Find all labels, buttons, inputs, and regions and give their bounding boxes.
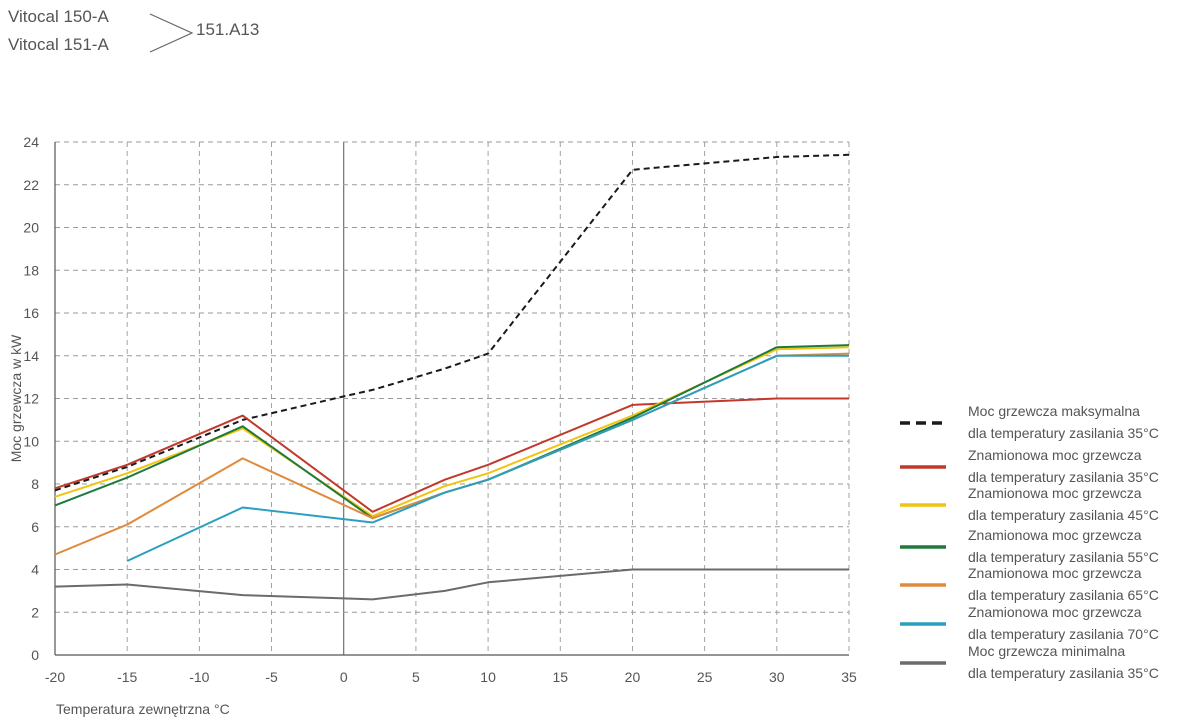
x-tick-label: 20	[625, 669, 641, 685]
bracket-icon	[149, 13, 194, 53]
x-tick-label: -10	[189, 669, 209, 685]
legend-label-7-line2: dla temperatury zasilania 35°C	[968, 665, 1159, 681]
x-tick-label: -5	[265, 669, 278, 685]
y-tick-label: 16	[23, 305, 39, 321]
legend-label-2-line1: Znamionowa moc grzewcza	[968, 447, 1142, 463]
series-line-1	[54, 153, 850, 492]
x-tick-label: -20	[45, 669, 65, 685]
series-line-2	[54, 397, 849, 513]
y-tick-label: 2	[31, 604, 39, 620]
legend-label-7-line1: Moc grzewcza minimalna	[968, 643, 1125, 659]
x-axis-label: Temperatura zewnętrzna °C	[56, 701, 230, 717]
y-tick-label: 0	[31, 647, 39, 663]
y-tick-label: 12	[23, 391, 39, 407]
y-tick-label: 14	[23, 348, 39, 364]
legend-label-4-line2: dla temperatury zasilania 55°C	[968, 549, 1159, 565]
model-code: 151.A13	[196, 20, 260, 39]
x-tick-label: 35	[841, 669, 857, 685]
x-tick-label: 25	[697, 669, 713, 685]
y-tick-label: 10	[23, 433, 39, 449]
series-line-7	[54, 568, 849, 601]
x-tick-label: 30	[769, 669, 785, 685]
legend-label-6-line2: dla temperatury zasilania 70°C	[968, 626, 1159, 642]
series-line-4	[54, 344, 850, 520]
y-tick-label: 20	[23, 220, 39, 236]
y-axis-label: Moc grzewcza w kW	[8, 334, 24, 462]
model-name-1: Vitocal 150-A	[8, 7, 109, 26]
legend-label-5-line2: dla temperatury zasilania 65°C	[968, 587, 1159, 603]
model-header: Vitocal 150-A Vitocal 151-A 151.A13	[8, 4, 308, 60]
legend-label-5-line1: Znamionowa moc grzewcza	[968, 565, 1142, 581]
x-tick-label: 10	[480, 669, 496, 685]
y-tick-label: 6	[31, 519, 39, 535]
series-line-6	[126, 354, 849, 562]
x-tick-label: 15	[552, 669, 568, 685]
y-tick-label: 18	[23, 262, 39, 278]
y-tick-label: 22	[23, 177, 39, 193]
legend-label-4-line1: Znamionowa moc grzewcza	[968, 527, 1142, 543]
x-tick-label: 5	[412, 669, 420, 685]
legend-label-3-line2: dla temperatury zasilania 45°C	[968, 507, 1159, 523]
y-tick-label: 8	[31, 476, 39, 492]
legend-label-1-line1: Moc grzewcza maksymalna	[968, 403, 1140, 419]
legend-label-2-line2: dla temperatury zasilania 35°C	[968, 469, 1159, 485]
model-name-2: Vitocal 151-A	[8, 35, 109, 54]
x-tick-label: 0	[340, 669, 348, 685]
legend-label-1-line2: dla temperatury zasilania 35°C	[968, 425, 1159, 441]
x-tick-label: -15	[117, 669, 137, 685]
y-tick-label: 24	[23, 134, 39, 150]
legend-label-6-line1: Znamionowa moc grzewcza	[968, 604, 1142, 620]
legend-label-3-line1: Znamionowa moc grzewcza	[968, 485, 1142, 501]
y-tick-label: 4	[31, 562, 39, 578]
